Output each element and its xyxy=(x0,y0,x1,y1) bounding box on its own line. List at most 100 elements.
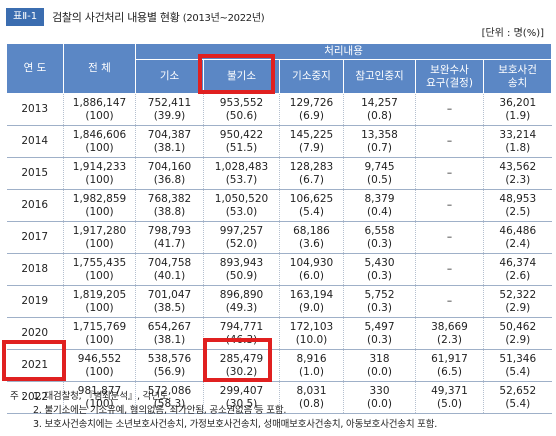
value-cell: 51,346 (5.4) xyxy=(482,349,552,382)
year-cell: 2019 xyxy=(6,285,64,318)
table-row: 2022 981,877 (100) 572,086 (58.3) 299,407 (… xyxy=(6,381,552,414)
value-cell: 893,943 (50.9) xyxy=(203,253,280,286)
value-cell: 50,462 (2.9) xyxy=(482,317,552,350)
table-row: 2016 1,982,859 (100) 768,382 (38.8) 1,050,5… xyxy=(6,189,552,222)
value-cell: 49,371 (5.0) xyxy=(415,381,484,414)
value-cell: 128,283 (6.7) xyxy=(279,157,344,190)
value-cell: 106,625 (5.4) xyxy=(279,189,344,222)
value-cell: – xyxy=(415,125,484,158)
value-cell: 704,160 (36.8) xyxy=(135,157,204,190)
column-header: 보호사건 송치 xyxy=(482,59,553,94)
year-cell: 2021 xyxy=(6,349,64,382)
value-cell: 46,374 (2.6) xyxy=(482,253,552,286)
value-cell: 1,028,483 (53.7) xyxy=(203,157,280,190)
value-cell: 61,917 (6.5) xyxy=(415,349,484,382)
value-cell: 950,422 (51.5) xyxy=(203,125,280,158)
year-cell: 2013 xyxy=(6,93,64,126)
value-cell: 8,916 (1.0) xyxy=(279,349,344,382)
table-title-main: 검찰의 사건처리 내용별 현황 xyxy=(52,11,180,24)
value-cell: – xyxy=(415,157,484,190)
value-cell: 8,031 (0.8) xyxy=(279,381,344,414)
value-cell: 129,726 (6.9) xyxy=(279,93,344,126)
value-cell: 145,225 (7.9) xyxy=(279,125,344,158)
note-2: 2. 불기소에는 기소유예, 혐의없음, 죄가안됨, 공소권없음 등 포함. xyxy=(33,405,287,416)
unit-label: [단위 : 명(%)] xyxy=(481,28,544,39)
column-header: 기소 xyxy=(135,59,204,94)
note-1: 1. 대검찰청, 『범죄분석』, 각년도. xyxy=(33,391,172,402)
value-cell: – xyxy=(415,189,484,222)
value-cell: 52,652 (5.4) xyxy=(482,381,552,414)
value-cell: 68,186 (3.6) xyxy=(279,221,344,254)
value-cell: 1,982,859 (100) xyxy=(63,189,136,222)
value-cell: 752,411 (39.9) xyxy=(135,93,204,126)
value-cell: 5,430 (0.3) xyxy=(343,253,416,286)
value-cell: 1,715,769 (100) xyxy=(63,317,136,350)
year-cell: 2020 xyxy=(6,317,64,350)
value-cell: 701,047 (38.5) xyxy=(135,285,204,318)
value-cell: 48,953 (2.5) xyxy=(482,189,552,222)
value-cell: 5,497 (0.3) xyxy=(343,317,416,350)
value-cell: 172,103 (10.0) xyxy=(279,317,344,350)
value-cell: 330 (0.0) xyxy=(343,381,416,414)
value-cell: – xyxy=(415,253,484,286)
value-cell: 946,552 (100) xyxy=(63,349,136,382)
year-cell: 2016 xyxy=(6,189,64,222)
notes-label: 주 : xyxy=(10,391,25,402)
value-cell: 318 (0.0) xyxy=(343,349,416,382)
value-cell: 1,886,147 (100) xyxy=(63,93,136,126)
value-cell: – xyxy=(415,221,484,254)
value-cell: 1,917,280 (100) xyxy=(63,221,136,254)
highlight-box-year-2022 xyxy=(2,340,66,381)
year-cell: 2017 xyxy=(6,221,64,254)
value-cell: 52,322 (2.9) xyxy=(482,285,552,318)
value-cell: 704,387 (38.1) xyxy=(135,125,204,158)
table-row: 2013 1,886,147 (100) 752,411 (39.9) 953,552… xyxy=(6,93,552,126)
column-header: 보완수사 요구(결정) xyxy=(415,59,484,94)
year-cell: 2018 xyxy=(6,253,64,286)
year-cell: 2015 xyxy=(6,157,64,190)
table-number-tag: 표Ⅱ-1 xyxy=(6,8,45,26)
table-row: 2014 1,846,606 (100) 704,387 (38.1) 950,422… xyxy=(6,125,552,158)
value-cell: 13,358 (0.7) xyxy=(343,125,416,158)
value-cell: 14,257 (0.8) xyxy=(343,93,416,126)
column-header: 참고인중지 xyxy=(343,59,416,94)
table-row: 2015 1,914,233 (100) 704,160 (36.8) 1,028,4… xyxy=(6,157,552,190)
value-cell: 1,050,520 (53.0) xyxy=(203,189,280,222)
value-cell: 1,755,435 (100) xyxy=(63,253,136,286)
value-cell: 299,407 (30.5) xyxy=(203,381,280,414)
year-cell: 2022 xyxy=(6,381,64,414)
value-cell: 5,752 (0.3) xyxy=(343,285,416,318)
table-title-period: (2013년~2022년) xyxy=(182,13,265,24)
value-cell: 794,771 (46.3) xyxy=(203,317,280,350)
table-row: 2019 1,819,205 (100) 701,047 (38.5) 896,890… xyxy=(6,285,552,318)
table-row: 2017 1,917,280 (100) 798,793 (41.7) 997,257… xyxy=(6,221,552,254)
highlight-box-non-indictment-header xyxy=(198,54,275,94)
value-cell: 997,257 (52.0) xyxy=(203,221,280,254)
value-cell: 38,669 (2.3) xyxy=(415,317,484,350)
value-cell: 46,486 (2.4) xyxy=(482,221,552,254)
value-cell: 9,745 (0.5) xyxy=(343,157,416,190)
table-row: 2018 1,755,435 (100) 704,758 (40.1) 893,943… xyxy=(6,253,552,286)
value-cell: 981,877 (100) xyxy=(63,381,136,414)
value-cell: 6,558 (0.3) xyxy=(343,221,416,254)
value-cell: 163,194 (9.0) xyxy=(279,285,344,318)
value-cell: 768,382 (38.8) xyxy=(135,189,204,222)
value-cell: 704,758 (40.1) xyxy=(135,253,204,286)
value-cell: 36,201 (1.9) xyxy=(482,93,552,126)
note-3: 3. 보호사건송치에는 소년보호사건송치, 가정보호사건송치, 성매매보호사건송… xyxy=(33,419,438,430)
total-column-header: 전 체 xyxy=(63,43,136,94)
value-cell: 538,576 (56.9) xyxy=(135,349,204,382)
value-cell: 572,086 (58.3) xyxy=(135,381,204,414)
value-cell: – xyxy=(415,93,484,126)
column-header: 기소중지 xyxy=(279,59,344,94)
value-cell: 798,793 (41.7) xyxy=(135,221,204,254)
value-cell: 953,552 (50.6) xyxy=(203,93,280,126)
value-cell: 896,890 (49.3) xyxy=(203,285,280,318)
value-cell: 1,914,233 (100) xyxy=(63,157,136,190)
table-row: 2021 946,552 (100) 538,576 (56.9) 285,479 (… xyxy=(6,349,552,382)
year-cell: 2014 xyxy=(6,125,64,158)
highlight-box-2022-non-indictment xyxy=(203,338,272,382)
value-cell: 8,379 (0.4) xyxy=(343,189,416,222)
statistics-table: 연 도 전 체 처리내용 기소 불기소 기소중지 참고인중지 보완수사 요구(결정) 보호… xyxy=(6,43,553,414)
